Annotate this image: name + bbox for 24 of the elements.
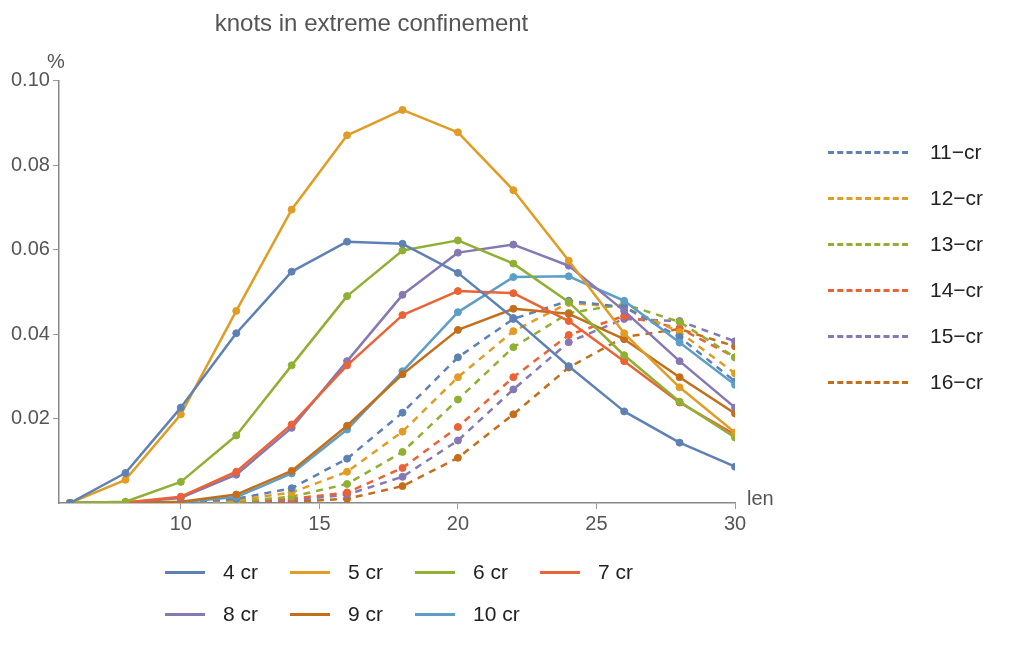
x-axis-title: len [747,486,774,509]
y-tick-label: 0.04 [10,321,50,344]
legend-label: 7 cr [598,560,634,584]
x-tick-label: 30 [723,511,747,534]
legend-label: 13−cr [930,232,984,256]
legend-label: 8 cr [223,602,259,626]
legend-label: 12−cr [930,186,984,210]
legend-label: 9 cr [348,602,384,626]
x-tick-label: 25 [585,511,608,534]
legend-label: 6 cr [473,560,509,584]
legend-label: 14−cr [930,278,984,302]
y-tick-label: 0.08 [10,152,50,175]
y-tick-label: 0.02 [10,406,50,429]
x-tick-label: 15 [308,511,331,534]
chart-title: knots in extreme confinement [214,9,529,37]
legend-label: 5 cr [348,560,384,584]
x-tick-label: 20 [446,511,470,534]
legend-label: 16−cr [930,370,984,394]
x-tick-label: 10 [169,511,192,534]
legend-label: 11−cr [930,140,982,164]
legend-label: 4 cr [223,560,259,584]
legend-label: 15−cr [930,324,984,348]
legend-label: 10 cr [473,602,520,626]
y-tick-label: 0.06 [10,237,50,260]
